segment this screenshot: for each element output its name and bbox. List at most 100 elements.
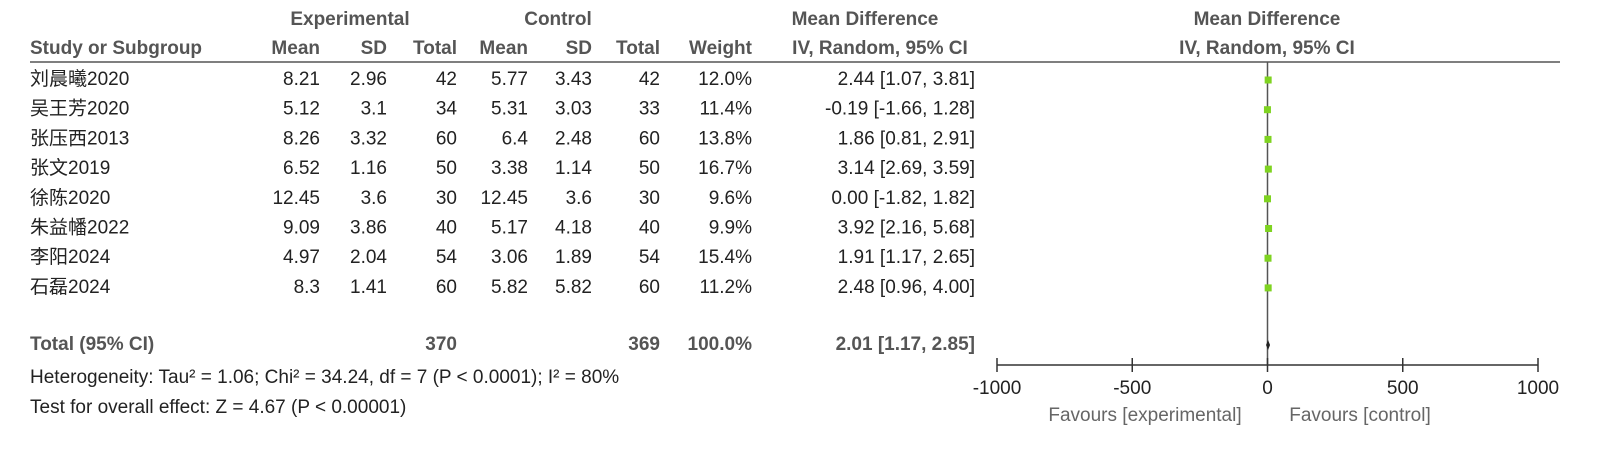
ctrl-cell: 3.43	[555, 69, 592, 90]
study-name: 徐陈2020	[30, 187, 110, 209]
ctrl-cell: 60	[639, 128, 660, 149]
ctrl-cell: 33	[639, 99, 660, 120]
total-exp: 370	[425, 334, 457, 355]
ctrl-cell: 54	[639, 247, 661, 268]
ctrl-cell: 5.82	[491, 277, 528, 298]
ctrl-cell: 1.14	[555, 158, 592, 179]
total-md: 2.01 [1.17, 2.85]	[836, 334, 975, 355]
ctrl-cell: 5.82	[555, 277, 592, 298]
md-ci: 1.91 [1.17, 2.65]	[838, 247, 975, 268]
overall-effect: Test for overall effect: Z = 4.67 (P < 0…	[30, 397, 406, 418]
study-marker	[1263, 106, 1271, 114]
study-name: 石磊2024	[30, 277, 111, 298]
weight: 12.0%	[698, 69, 752, 90]
weight: 11.2%	[700, 277, 753, 298]
ctrl-cell: 2.48	[555, 128, 592, 149]
x-tick-label: 1000	[1517, 378, 1559, 399]
exp-cell: 1.41	[350, 277, 387, 298]
ctrl-cell: 42	[639, 69, 660, 90]
column-header: SD	[566, 38, 592, 59]
ctrl-cell: 3.03	[555, 99, 592, 120]
study-marker	[1264, 76, 1272, 84]
md-ci: 2.44 [1.07, 3.81]	[838, 69, 975, 90]
ctrl-cell: 60	[639, 277, 660, 298]
ctrl-cell: 3.6	[566, 188, 592, 209]
study-name: 吴王芳2020	[30, 98, 129, 120]
weight: 13.8%	[698, 128, 752, 149]
md-header: Mean Difference	[792, 9, 939, 30]
exp-cell: 5.12	[283, 99, 320, 120]
favours-right: Favours [control]	[1289, 405, 1431, 426]
ctrl-cell: 5.77	[491, 69, 528, 90]
exp-cell: 3.6	[361, 188, 387, 209]
column-header: Total	[413, 38, 457, 59]
exp-cell: 8.21	[283, 69, 320, 90]
x-tick-label: 0	[1262, 378, 1273, 399]
md-ci: 3.14 [2.69, 3.59]	[838, 158, 975, 179]
exp-cell: 50	[436, 158, 457, 179]
md-ci: 3.92 [2.16, 5.68]	[838, 218, 975, 239]
exp-cell: 6.52	[283, 158, 320, 179]
plot-header: Mean Difference	[1194, 9, 1341, 30]
x-tick-label: -500	[1113, 378, 1151, 399]
exp-cell: 54	[436, 247, 458, 268]
heterogeneity: Heterogeneity: Tau² = 1.06; Chi² = 34.24…	[30, 367, 619, 388]
total-ctrl: 369	[628, 334, 660, 355]
weight: 11.4%	[700, 99, 753, 120]
ctrl-cell: 1.89	[555, 247, 592, 268]
x-tick-label: -1000	[973, 378, 1022, 399]
md-ci: -0.19 [-1.66, 1.28]	[825, 99, 975, 120]
exp-cell: 2.04	[350, 247, 387, 268]
exp-cell: 12.45	[272, 188, 320, 209]
exp-cell: 9.09	[283, 218, 320, 239]
ctrl-cell: 50	[639, 158, 660, 179]
study-name: 朱益幡2022	[30, 217, 129, 239]
total-label: Total (95% CI)	[30, 334, 154, 355]
exp-cell: 42	[436, 69, 457, 90]
column-header: Study or Subgroup	[30, 38, 202, 59]
total-diamond	[1266, 340, 1271, 350]
ctrl-cell: 6.4	[502, 128, 529, 149]
ctrl-cell: 5.17	[491, 218, 528, 239]
ctrl-cell: 3.38	[491, 158, 528, 179]
md-ci: 0.00 [-1.82, 1.82]	[831, 188, 975, 209]
ctrl-cell: 5.31	[491, 99, 528, 120]
weight: 16.7%	[698, 158, 752, 179]
total-weight: 100.0%	[688, 334, 753, 355]
group-header: Control	[524, 9, 592, 30]
column-header: Mean	[479, 38, 528, 59]
exp-cell: 3.1	[361, 99, 387, 120]
ctrl-cell: 4.18	[555, 218, 592, 239]
ctrl-cell: 40	[639, 218, 660, 239]
column-header: Total	[616, 38, 660, 59]
study-name: 张文2019	[30, 157, 110, 179]
study-name: 张压西2013	[30, 127, 129, 149]
exp-cell: 1.16	[350, 158, 387, 179]
weight: 9.6%	[709, 188, 752, 209]
plot-header: IV, Random, 95% CI	[1179, 38, 1355, 59]
group-header: Experimental	[290, 9, 409, 30]
exp-cell: 40	[436, 218, 457, 239]
column-header: Weight	[689, 38, 753, 59]
md-ci: 2.48 [0.96, 4.00]	[838, 277, 975, 298]
exp-cell: 4.97	[283, 247, 320, 268]
exp-cell: 8.3	[294, 277, 320, 298]
exp-cell: 60	[436, 128, 457, 149]
study-marker	[1264, 195, 1271, 203]
exp-cell: 3.86	[350, 218, 387, 239]
md-ci: 1.86 [0.81, 2.91]	[838, 128, 975, 149]
study-marker	[1264, 135, 1272, 143]
ctrl-cell: 3.06	[491, 247, 528, 268]
study-name: 李阳2024	[30, 246, 111, 268]
exp-cell: 8.26	[283, 128, 320, 149]
study-name: 刘晨曦2020	[30, 68, 129, 90]
x-tick-label: 500	[1387, 378, 1419, 399]
ctrl-cell: 12.45	[480, 188, 528, 209]
column-header: SD	[361, 38, 387, 59]
study-marker	[1264, 165, 1272, 173]
ctrl-cell: 30	[639, 188, 660, 209]
weight: 9.9%	[709, 218, 752, 239]
study-marker	[1265, 225, 1273, 232]
